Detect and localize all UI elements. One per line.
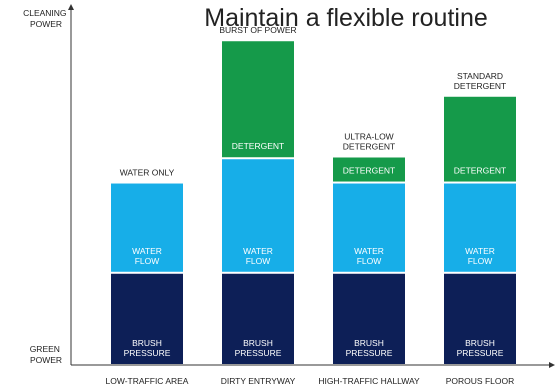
segment-label-water-dirty-entryway-line-1: WATER bbox=[243, 246, 273, 256]
segment-label-water-low-traffic-area-line-2: FLOW bbox=[135, 256, 160, 266]
x-axis-arrowhead bbox=[549, 362, 555, 368]
segment-label-water-porous-floor-line-1: WATER bbox=[465, 246, 495, 256]
bar-segment-brush-dirty-entryway bbox=[222, 273, 294, 364]
bar-segment-brush-porous-floor bbox=[444, 273, 516, 364]
y-axis-top-label-line-2: POWER bbox=[30, 19, 62, 29]
segment-label-detergent-dirty-entryway: DETERGENT bbox=[232, 141, 284, 151]
segment-label-brush-porous-floor: BRUSH PRESSURE bbox=[457, 338, 504, 358]
segment-label-brush-porous-floor-line-1: BRUSH bbox=[465, 338, 495, 348]
y-axis-bottom-label: GREEN POWER bbox=[30, 344, 63, 365]
y-axis-bottom-label-line-2: POWER bbox=[30, 355, 62, 365]
bar-segment-detergent-dirty-entryway bbox=[222, 41, 294, 158]
category-label-porous-floor: POROUS FLOOR bbox=[446, 376, 514, 386]
annotation-high-traffic-hallway-line-1: ULTRA-LOW bbox=[344, 132, 393, 142]
bar-segment-brush-low-traffic-area bbox=[111, 273, 183, 364]
chart-title: Maintain a flexible routine bbox=[204, 4, 488, 32]
segment-label-brush-porous-floor-line-2: PRESSURE bbox=[457, 348, 504, 358]
segment-label-brush-dirty-entryway-line-1: BRUSH bbox=[243, 338, 273, 348]
segment-label-detergent-porous-floor-line-1: DETERGENT bbox=[454, 166, 506, 176]
bar-segment-brush-high-traffic-hallway bbox=[333, 273, 405, 364]
annotation-porous-floor: STANDARD DETERGENT bbox=[454, 71, 506, 91]
annotation-dirty-entryway: BURST OF POWER bbox=[219, 25, 296, 35]
bar-segment-detergent-porous-floor bbox=[444, 96, 516, 182]
segment-label-detergent-dirty-entryway-line-1: DETERGENT bbox=[232, 141, 284, 151]
annotation-low-traffic-area: WATER ONLY bbox=[120, 168, 175, 178]
segment-label-water-low-traffic-area-line-1: WATER bbox=[132, 246, 162, 256]
bar-segment-detergent-high-traffic-hallway bbox=[333, 157, 405, 182]
bar-segment-water-low-traffic-area bbox=[111, 183, 183, 272]
bar-segment-water-high-traffic-hallway bbox=[333, 183, 405, 272]
segment-label-detergent-high-traffic-hallway-line-1: DETERGENT bbox=[343, 166, 395, 176]
segment-label-brush-high-traffic-hallway-line-2: PRESSURE bbox=[346, 348, 393, 358]
segment-label-water-high-traffic-hallway-line-2: FLOW bbox=[357, 256, 382, 266]
annotation-porous-floor-line-1: STANDARD bbox=[457, 71, 503, 81]
annotation-dirty-entryway-line-1: BURST OF POWER bbox=[219, 25, 296, 35]
segment-label-detergent-porous-floor: DETERGENT bbox=[454, 166, 506, 176]
segment-label-water-dirty-entryway-line-2: FLOW bbox=[246, 256, 271, 266]
bar-segment-water-dirty-entryway bbox=[222, 159, 294, 272]
y-axis-bottom-label-line-1: GREEN bbox=[30, 344, 60, 354]
category-label-dirty-entryway: DIRTY ENTRYWAY bbox=[221, 376, 296, 386]
segment-label-brush-high-traffic-hallway-line-1: BRUSH bbox=[354, 338, 384, 348]
segment-label-water-low-traffic-area: WATER FLOW bbox=[132, 246, 162, 266]
bar-segment-water-porous-floor bbox=[444, 183, 516, 272]
y-axis-top-label-line-1: CLEANING bbox=[23, 8, 66, 18]
category-labels-group: LOW-TRAFFIC AREA DIRTY ENTRYWAY HIGH-TRAFF… bbox=[106, 376, 515, 386]
segment-label-water-porous-floor: WATER FLOW bbox=[465, 246, 495, 266]
segment-label-water-porous-floor-line-2: FLOW bbox=[468, 256, 493, 266]
y-axis-arrowhead bbox=[68, 4, 74, 10]
y-axis-top-label: CLEANING POWER bbox=[23, 8, 69, 29]
segment-label-brush-low-traffic-area: BRUSH PRESSURE bbox=[124, 338, 171, 358]
segment-label-water-high-traffic-hallway: WATER FLOW bbox=[354, 246, 384, 266]
annotation-high-traffic-hallway-line-2: DETERGENT bbox=[343, 142, 395, 152]
segment-label-brush-low-traffic-area-line-2: PRESSURE bbox=[124, 348, 171, 358]
annotation-porous-floor-line-2: DETERGENT bbox=[454, 81, 506, 91]
segment-label-detergent-high-traffic-hallway: DETERGENT bbox=[343, 166, 395, 176]
category-label-high-traffic-hallway: HIGH-TRAFFIC HALLWAY bbox=[318, 376, 420, 386]
annotation-high-traffic-hallway: ULTRA-LOW DETERGENT bbox=[343, 132, 395, 152]
segment-label-brush-low-traffic-area-line-1: BRUSH bbox=[132, 338, 162, 348]
category-label-low-traffic-area: LOW-TRAFFIC AREA bbox=[106, 376, 189, 386]
segment-label-brush-dirty-entryway: BRUSH PRESSURE bbox=[235, 338, 282, 358]
annotation-low-traffic-area-line-1: WATER ONLY bbox=[120, 168, 175, 178]
segment-label-brush-high-traffic-hallway: BRUSH PRESSURE bbox=[346, 338, 393, 358]
segment-label-brush-dirty-entryway-line-2: PRESSURE bbox=[235, 348, 282, 358]
segment-label-water-dirty-entryway: WATER FLOW bbox=[243, 246, 273, 266]
segment-label-water-high-traffic-hallway-line-1: WATER bbox=[354, 246, 384, 256]
